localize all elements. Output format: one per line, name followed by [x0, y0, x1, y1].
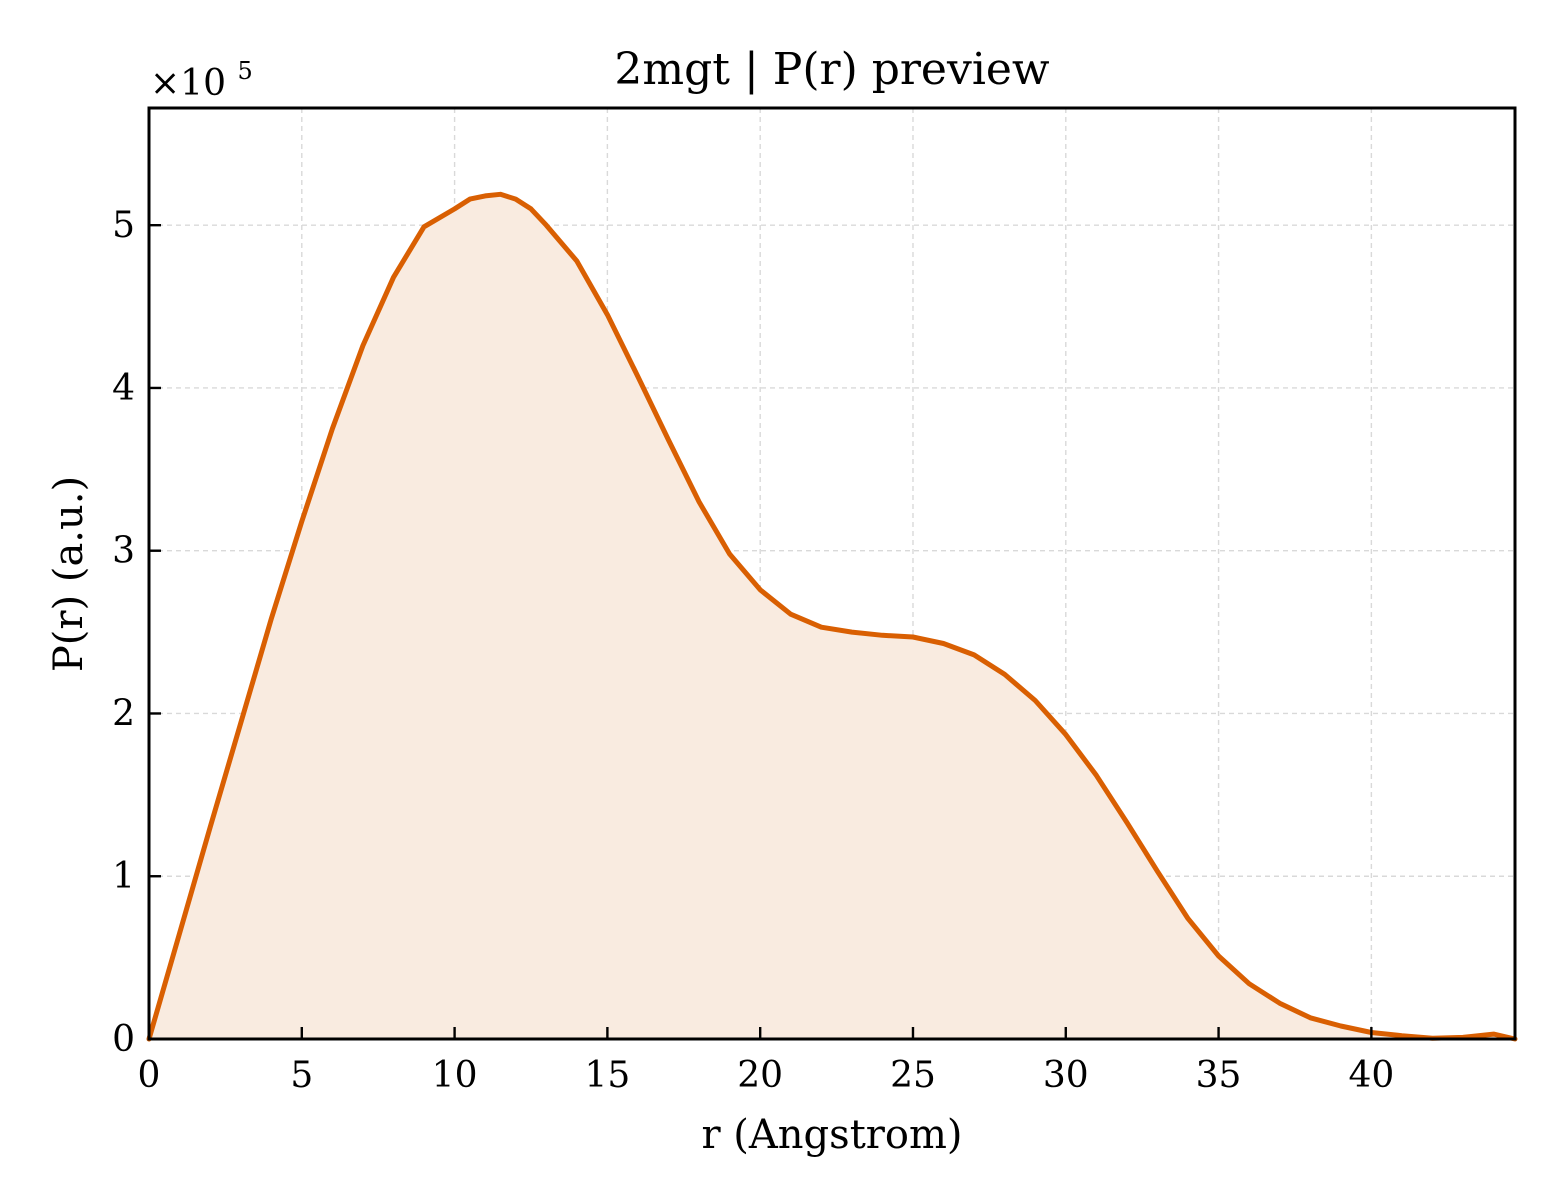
plot-frame — [147, 106, 1517, 1041]
x-tick-label: 15 — [584, 1055, 630, 1096]
x-tick-label: 0 — [138, 1055, 161, 1096]
x-tick-label: 35 — [1196, 1055, 1242, 1096]
x-tick-label: 30 — [1043, 1055, 1089, 1096]
line-layer — [146, 191, 1518, 1042]
pr-area-fill — [149, 194, 1515, 1040]
x-tick-label: 5 — [290, 1055, 313, 1096]
x-tick-label: 20 — [737, 1055, 783, 1096]
y-axis-multiplier-base: ×10 — [150, 63, 226, 104]
chart-title: 2mgt | P(r) preview — [614, 44, 1050, 95]
y-tick-label: 3 — [112, 531, 135, 572]
x-ticks: 0 5 10 15 20 25 30 35 40 — [138, 1027, 1394, 1096]
x-axis-label: r (Angstrom) — [701, 1112, 962, 1158]
y-tick-label: 2 — [112, 693, 135, 734]
y-tick-label: 4 — [112, 368, 135, 409]
x-tick-label: 25 — [890, 1055, 936, 1096]
y-axis-multiplier-exponent: 5 — [237, 57, 252, 85]
y-tick-label: 0 — [112, 1019, 135, 1060]
y-ticks: 0 1 2 3 4 5 — [112, 205, 161, 1060]
y-tick-label: 5 — [112, 205, 135, 246]
x-tick-label: 40 — [1348, 1055, 1394, 1096]
area-layer — [149, 194, 1515, 1040]
y-axis-label: P(r) (a.u.) — [46, 476, 92, 672]
x-tick-label: 10 — [432, 1055, 478, 1096]
y-axis-multiplier: ×10 5 — [150, 57, 253, 104]
y-tick-label: 1 — [112, 856, 135, 897]
pr-curve — [146, 191, 1518, 1042]
